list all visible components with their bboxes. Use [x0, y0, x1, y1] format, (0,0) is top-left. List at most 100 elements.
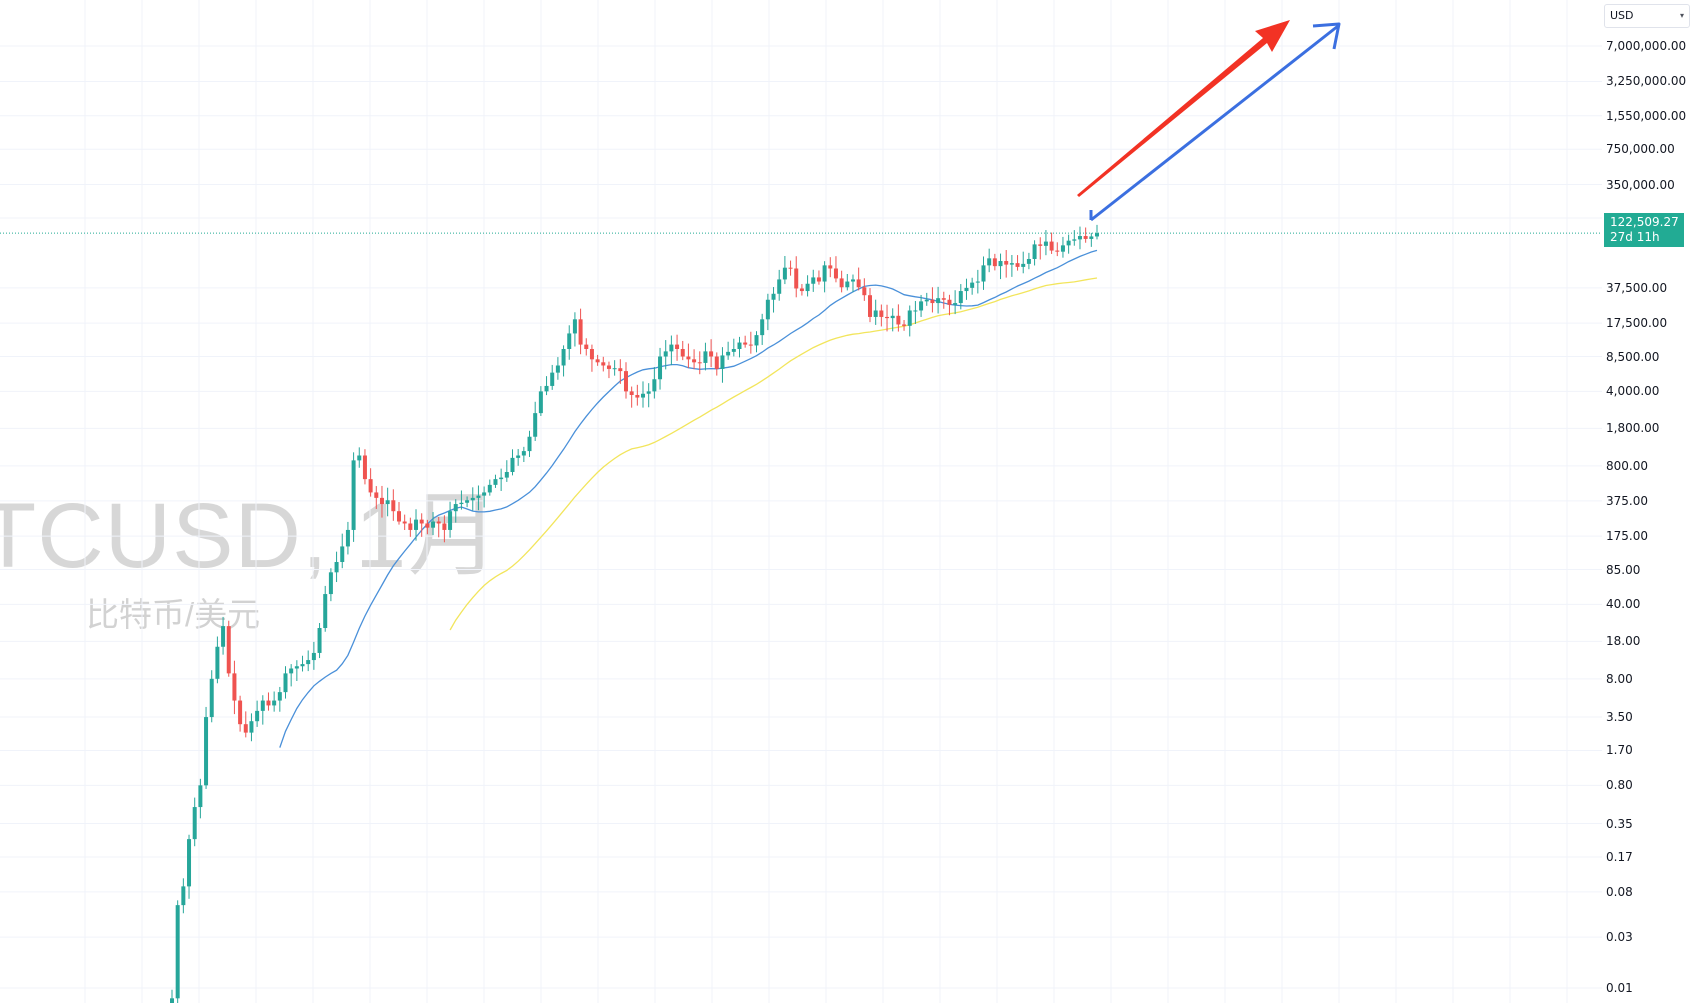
candle-body: [936, 298, 941, 304]
candle-body: [482, 492, 487, 496]
candle-body: [300, 664, 305, 667]
price-tick-label: 18.00: [1606, 634, 1641, 649]
price-tick-label: 0.01: [1606, 981, 1633, 995]
candle-body: [306, 660, 311, 665]
currency-select[interactable]: USD ▾: [1604, 4, 1690, 28]
trend-arrows: [1077, 20, 1341, 222]
candle-body: [1004, 261, 1009, 265]
blue-trend-arrow: [1090, 24, 1339, 222]
candle-body: [170, 998, 174, 1003]
candle-body: [516, 455, 521, 458]
candle-body: [1043, 241, 1048, 246]
candle-body: [465, 500, 470, 503]
candle-body: [896, 315, 901, 325]
candle-body: [743, 342, 748, 345]
candle-body: [368, 479, 373, 493]
candle-body: [856, 279, 861, 288]
candle-body: [641, 393, 646, 398]
candle-body: [572, 319, 577, 334]
candle-body: [385, 500, 390, 505]
candle-body: [924, 299, 929, 302]
candle-body: [816, 277, 821, 282]
candle-body: [981, 265, 986, 282]
candle-body: [760, 319, 765, 336]
price-chart[interactable]: [0, 0, 1602, 1003]
candle-body: [658, 356, 663, 380]
candle-body: [726, 351, 731, 356]
candle-body: [919, 301, 924, 311]
candle-body: [476, 495, 481, 498]
price-tick-label: 1,550,000.00: [1606, 108, 1687, 123]
candle-body: [788, 267, 793, 269]
price-tick-label: 0.17: [1606, 849, 1633, 864]
chevron-down-icon: ▾: [1679, 11, 1684, 20]
candle-body: [1077, 236, 1082, 240]
candle-body: [255, 710, 260, 722]
price-tick-label: 800.00: [1606, 458, 1648, 473]
price-tick-label: 17,500.00: [1606, 316, 1668, 331]
candle-body: [958, 291, 963, 304]
blue-arrow-head: [1312, 22, 1341, 50]
candle-body: [1060, 245, 1065, 252]
candle-body: [697, 362, 702, 364]
candle-body: [794, 268, 799, 289]
price-tick-label: 85.00: [1606, 562, 1641, 577]
candle-body: [459, 502, 464, 505]
price-tick-label: 8.00: [1606, 671, 1633, 686]
candle-body: [947, 299, 952, 305]
candle-body: [345, 529, 350, 547]
candle-body: [595, 359, 600, 363]
candle-body: [238, 700, 243, 725]
candle-body: [374, 492, 379, 498]
candle-body: [340, 546, 345, 562]
candle-body: [589, 349, 594, 360]
candle-body: [555, 365, 560, 373]
candle-body: [845, 281, 850, 288]
candle-body: [992, 258, 997, 267]
candle-body: [209, 678, 214, 718]
candle-body: [1083, 236, 1088, 239]
price-axis[interactable]: 0.01 0.03 0.08 0.17 0.35 0.80 1.70 3.50 8.00 18.0…: [1602, 0, 1692, 1003]
candle-body: [226, 626, 231, 674]
candle-body: [289, 668, 294, 674]
moving-average-line: [279, 249, 1098, 748]
candle-body: [198, 785, 203, 808]
candle-body: [839, 278, 844, 288]
candle-body: [777, 279, 782, 294]
candle-body: [879, 310, 884, 317]
candle-body: [402, 521, 407, 524]
candle-body: [436, 521, 441, 524]
price-tick-label: 375.00: [1606, 493, 1648, 508]
candle-body: [850, 279, 855, 282]
price-tick-label: 0.03: [1606, 930, 1633, 945]
price-tick-label: 0.80: [1606, 778, 1633, 793]
candle-body: [970, 282, 975, 288]
candle-body: [623, 371, 628, 392]
candle-body: [414, 519, 419, 530]
price-tick-label: 1,800.00: [1606, 421, 1660, 436]
currency-select-value: USD: [1610, 9, 1634, 22]
candle-body: [663, 351, 668, 357]
candle-body: [805, 283, 810, 292]
candle-body: [902, 324, 907, 326]
candle-body: [720, 355, 725, 369]
chart-pane[interactable]: TCUSD, 1月 比特币/美元: [0, 0, 1602, 1003]
candle-body: [425, 523, 430, 528]
candle-body: [408, 523, 413, 530]
price-tick-label: 40.00: [1606, 597, 1641, 612]
price-tick-label: 175.00: [1606, 529, 1648, 544]
current-price-value: 122,509.27: [1610, 215, 1679, 229]
candle-body: [379, 497, 384, 505]
candle-body: [1049, 241, 1054, 251]
candle-body: [323, 594, 328, 629]
candle-body: [561, 349, 566, 366]
candle-body: [357, 455, 362, 461]
candle-body: [1055, 250, 1060, 252]
candle-body: [765, 299, 770, 320]
candle-body: [873, 310, 878, 317]
candle-body: [612, 368, 617, 370]
candle-body: [737, 342, 742, 349]
candle-body: [811, 277, 816, 284]
candle-body: [538, 391, 543, 414]
price-tick-label: 4,000.00: [1606, 384, 1660, 399]
